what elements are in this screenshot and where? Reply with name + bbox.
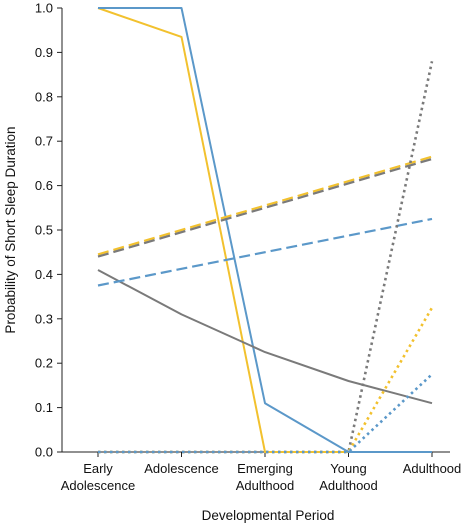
y-tick-label: 0.0 xyxy=(35,445,53,460)
y-tick-label: 0.8 xyxy=(35,89,53,104)
x-tick-label: Early Adolescence xyxy=(61,461,135,493)
series-line-dotted-7 xyxy=(98,61,434,454)
series-line-solid-3 xyxy=(97,269,433,405)
chart-axes xyxy=(57,7,450,457)
y-tick-label: 0.5 xyxy=(35,223,53,238)
x-tick-label-line: Adolescence xyxy=(61,478,135,493)
y-tick-label: 0.4 xyxy=(35,267,53,282)
x-tick-label: Adulthood xyxy=(403,461,462,476)
y-tick-label: 0.2 xyxy=(35,356,53,371)
series-line-dotted-9 xyxy=(98,373,433,454)
series-line-dotted-8 xyxy=(98,307,434,454)
x-tick-label-line: Adulthood xyxy=(403,461,462,476)
y-tick-label: 1.0 xyxy=(35,1,53,16)
x-tick-label-line: Young xyxy=(330,461,366,476)
y-tick-label: 0.7 xyxy=(35,134,53,149)
series-line-dashed-6 xyxy=(97,217,433,287)
y-axis-title: Probability of Short Sleep Duration xyxy=(3,126,18,333)
y-tick-labels: 0.0 0.1 0.2 0.3 0.4 0.5 0.6 0.7 0.8 0.9 1.0 xyxy=(35,1,53,460)
x-tick-label-line: Adulthood xyxy=(236,478,295,493)
y-tick-label: 0.1 xyxy=(35,400,53,415)
series-line-dashed-5 xyxy=(97,157,433,258)
x-tick-label: Emerging Adulthood xyxy=(236,461,295,493)
y-tick-label: 0.3 xyxy=(35,311,53,326)
x-tick-labels: Early Adolescence Adolescence Emerging Adult… xyxy=(61,461,462,493)
x-tick-label-line: Emerging xyxy=(237,461,293,476)
y-tick-label: 0.6 xyxy=(35,178,53,193)
y-tick-label: 0.9 xyxy=(35,45,53,60)
x-axis-title: Developmental Period xyxy=(202,508,335,523)
chart-series-group xyxy=(97,7,434,454)
x-tick-label-line: Adulthood xyxy=(319,478,378,493)
series-line-solid-2 xyxy=(98,7,432,453)
x-tick-label: Young Adulthood xyxy=(319,461,378,493)
x-tick-label: Adolescence xyxy=(144,461,218,476)
x-tick-label-line: Early xyxy=(83,461,113,476)
x-tick-label-line: Adolescence xyxy=(144,461,218,476)
series-line-dashed-4 xyxy=(97,155,433,256)
